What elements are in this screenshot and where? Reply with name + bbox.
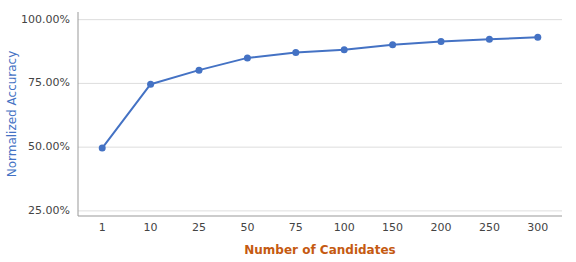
x-tick-label: 10 xyxy=(144,221,158,234)
point xyxy=(534,34,541,41)
y-tick-label: 75.00% xyxy=(28,76,70,89)
x-axis-label: Number of Candidates xyxy=(244,243,395,257)
y-axis-line xyxy=(78,12,79,216)
y-tick-label: 25.00% xyxy=(28,204,70,217)
grid-line xyxy=(78,19,562,20)
grid-line xyxy=(78,210,562,211)
x-tick-label: 250 xyxy=(479,221,500,234)
line xyxy=(102,37,538,148)
x-tick-label: 1 xyxy=(99,221,106,234)
x-tick-label: 200 xyxy=(431,221,452,234)
point xyxy=(438,38,445,45)
x-tick-label: 150 xyxy=(382,221,403,234)
y-tick-label: 50.00% xyxy=(28,140,70,153)
x-tick-label: 25 xyxy=(192,221,206,234)
point xyxy=(341,46,348,53)
point xyxy=(486,36,493,43)
x-axis-line xyxy=(78,216,562,217)
point xyxy=(389,41,396,48)
chart: 25.00% 50.00% 75.00% 100.00% 1 10 25 50 75 100 150… xyxy=(0,0,576,262)
y-axis-label: Normalized Accuracy xyxy=(5,51,19,178)
point xyxy=(196,67,203,74)
point xyxy=(99,145,106,152)
point xyxy=(292,49,299,56)
grid-line xyxy=(78,147,562,148)
x-tick-label: 50 xyxy=(240,221,254,234)
x-tick-label: 75 xyxy=(289,221,303,234)
y-grid xyxy=(78,20,562,211)
x-tick-label: 300 xyxy=(527,221,548,234)
y-tick-label: 100.00% xyxy=(21,13,70,26)
x-tick-label: 100 xyxy=(334,221,355,234)
point xyxy=(147,81,154,88)
plot-area xyxy=(99,34,542,152)
point xyxy=(244,54,251,61)
